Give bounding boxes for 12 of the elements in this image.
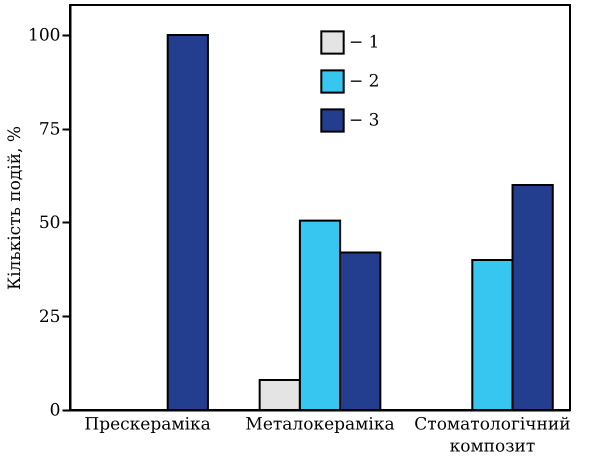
y-tick-label: 25: [38, 306, 60, 327]
legend-label: − 2: [349, 72, 380, 92]
x-tick-label: Прескераміка: [84, 414, 211, 434]
y-axis-title: Кількість подій, %: [5, 126, 26, 290]
legend-label: − 1: [349, 32, 380, 52]
y-tick-label: 100: [28, 26, 60, 46]
y-tick-label: 75: [38, 119, 60, 140]
y-tick-label: 50: [38, 213, 60, 233]
legend-label: − 3: [349, 110, 380, 130]
x-tick-label: Стоматологічний композит: [414, 414, 571, 456]
y-tick-label: 0: [50, 400, 60, 420]
x-tick-label: Металокераміка: [245, 414, 395, 434]
